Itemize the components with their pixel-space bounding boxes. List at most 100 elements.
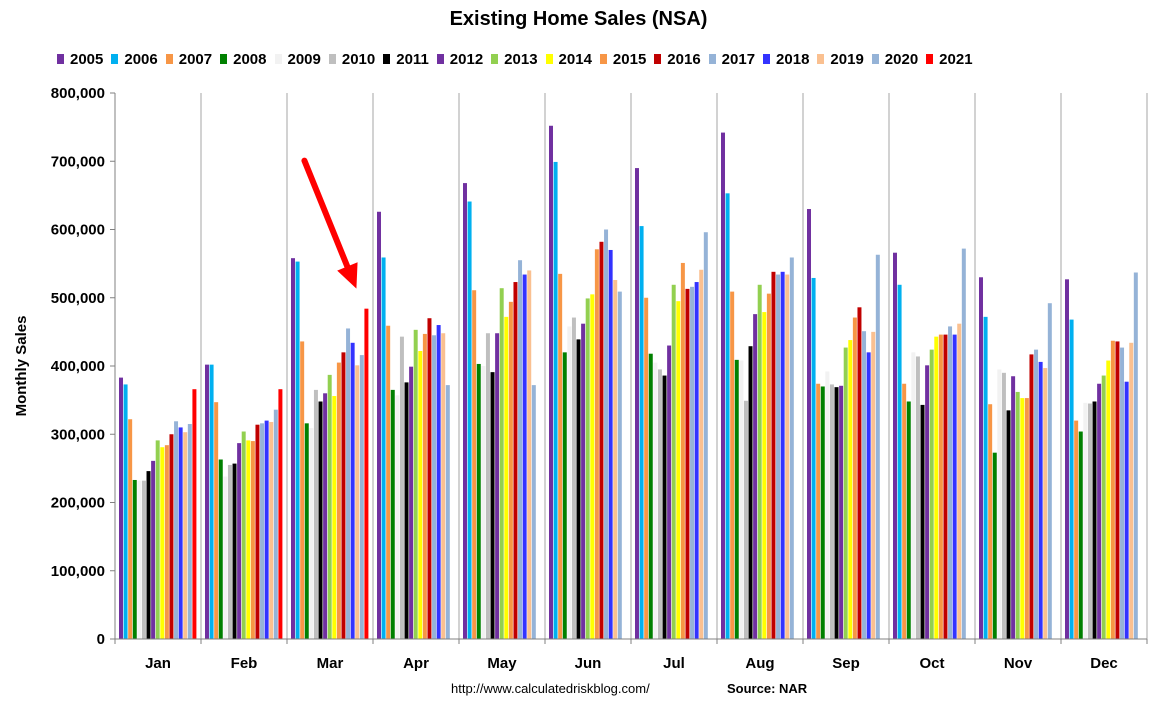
legend-label: 2017	[721, 50, 756, 68]
y-axis-label: Monthly Sales	[13, 316, 30, 417]
legend-swatch	[57, 54, 64, 64]
bar	[766, 293, 771, 639]
legend-item: 2009	[274, 51, 321, 68]
bar	[811, 277, 816, 639]
x-tick-label: Jun	[575, 655, 602, 672]
bar	[467, 201, 472, 639]
legend-swatch	[545, 54, 553, 64]
legend-item: 2011	[383, 51, 429, 68]
bar	[209, 364, 214, 639]
bar	[848, 340, 853, 639]
bar	[260, 423, 265, 639]
legend-item: 2006	[111, 51, 158, 68]
bar	[169, 434, 174, 639]
bar	[553, 161, 558, 639]
bar	[635, 168, 639, 639]
bar	[590, 294, 595, 639]
x-tick-label: Oct	[919, 655, 944, 672]
bar	[581, 323, 586, 639]
bar	[829, 384, 834, 639]
bar	[938, 334, 943, 639]
y-tick-label: 600,000	[51, 222, 105, 239]
bar	[1043, 368, 1048, 639]
bar	[355, 365, 360, 639]
bar	[278, 389, 283, 639]
legend-item: 2015	[599, 51, 646, 68]
bar	[558, 273, 563, 639]
bar	[323, 393, 328, 639]
bar	[404, 382, 409, 639]
legend-label: 2019	[830, 50, 864, 68]
bar	[911, 352, 916, 639]
legend-swatch	[491, 54, 499, 64]
bar	[1069, 319, 1074, 639]
legend-item: 2008	[220, 51, 267, 68]
bar	[418, 350, 423, 639]
bar	[409, 366, 414, 639]
bar	[237, 443, 242, 639]
bar	[481, 366, 486, 639]
bar	[399, 336, 404, 639]
bar	[694, 282, 699, 639]
bar	[141, 480, 146, 639]
bar	[1097, 383, 1102, 639]
bar	[527, 270, 532, 639]
legend-swatch	[328, 54, 336, 64]
bar	[499, 288, 504, 639]
footer-url: http://www.calculatedriskblog.com/	[451, 681, 650, 696]
bar	[241, 431, 246, 639]
y-tick-label: 200,000	[51, 495, 105, 512]
bar	[748, 346, 753, 639]
bar	[915, 356, 920, 639]
bar	[427, 318, 432, 639]
bar	[857, 307, 862, 639]
bar	[332, 396, 337, 639]
bar	[1011, 376, 1016, 639]
legend-swatch	[599, 54, 607, 64]
bar	[386, 325, 391, 639]
bar	[531, 385, 536, 639]
x-tick-label: Dec	[1090, 655, 1118, 672]
bar	[187, 424, 192, 639]
bar	[445, 385, 450, 639]
bar	[341, 352, 346, 639]
x-tick-label: Jan	[145, 655, 171, 672]
bar	[164, 445, 169, 639]
bar	[671, 284, 676, 639]
bar	[223, 476, 228, 639]
legend-item: 2016	[654, 51, 701, 68]
annotation-arrow	[301, 157, 355, 280]
bar	[934, 336, 939, 639]
bar	[1101, 375, 1106, 639]
bar	[997, 369, 1002, 639]
bar	[992, 452, 997, 639]
legend-label: 2014	[558, 50, 592, 68]
bar	[178, 427, 183, 639]
y-tick-label: 800,000	[51, 85, 105, 102]
bar	[952, 334, 957, 639]
bar	[875, 254, 880, 639]
y-tick-label: 300,000	[51, 426, 105, 443]
bar	[730, 291, 735, 639]
bar	[929, 349, 934, 639]
bar	[1133, 272, 1138, 639]
bar	[422, 333, 427, 639]
bar	[183, 432, 188, 639]
bar	[309, 428, 314, 639]
bar	[662, 375, 667, 639]
bar	[1106, 360, 1111, 639]
bar	[123, 384, 128, 639]
legend-swatch	[274, 54, 282, 64]
bar	[1078, 431, 1083, 639]
chart-title: Existing Home Sales (NSA)	[449, 8, 708, 30]
bar	[508, 301, 513, 639]
bar	[128, 419, 133, 639]
bar	[264, 420, 269, 639]
bar	[571, 317, 576, 639]
footer-source: Source: NAR	[727, 681, 808, 696]
legend-swatch	[111, 54, 119, 64]
bar	[300, 341, 305, 639]
bar	[336, 362, 341, 639]
x-tick-label: Nov	[1004, 655, 1033, 672]
bar	[594, 249, 599, 640]
